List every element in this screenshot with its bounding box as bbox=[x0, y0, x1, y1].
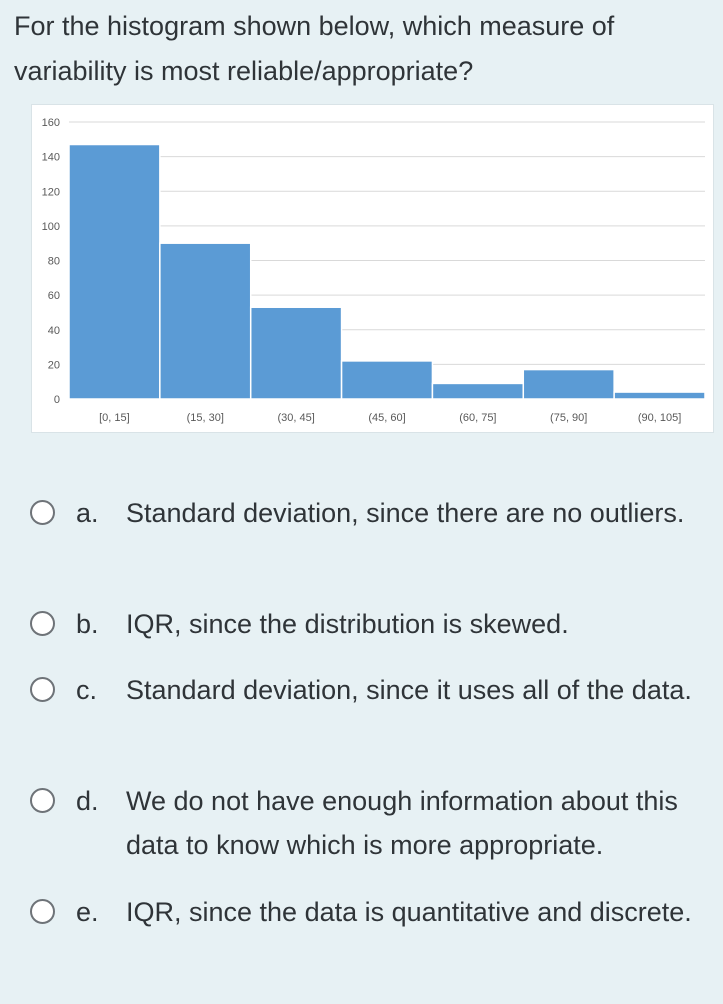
option-a-letter: a. bbox=[76, 498, 99, 528]
y-tick-label: 60 bbox=[48, 290, 60, 302]
option-b-text: IQR, since the distribution is skewed. bbox=[126, 609, 569, 639]
y-tick-label: 0 bbox=[54, 394, 60, 406]
y-tick-label: 120 bbox=[42, 186, 60, 198]
option-d-text: We do not have enough information about … bbox=[126, 786, 678, 860]
x-tick-label: (15, 30] bbox=[187, 412, 224, 424]
x-tick-label: (30, 45] bbox=[277, 412, 314, 424]
option-c-text: Standard deviation, since it uses all of… bbox=[126, 675, 692, 705]
x-tick-label: (45, 60] bbox=[368, 412, 405, 424]
y-tick-label: 40 bbox=[48, 325, 60, 337]
x-tick-label: (60, 75] bbox=[459, 412, 496, 424]
histogram-bar bbox=[68, 143, 161, 400]
y-tick-label: 80 bbox=[48, 256, 60, 268]
y-tick-label: 20 bbox=[48, 359, 60, 371]
question-text: For the histogram shown below, which mea… bbox=[14, 11, 615, 86]
y-tick-label: 160 bbox=[42, 117, 60, 129]
histogram-bar bbox=[249, 306, 343, 400]
option-d-letter: d. bbox=[76, 786, 99, 816]
histogram-bar bbox=[159, 242, 252, 400]
radio-button-c[interactable] bbox=[30, 677, 55, 702]
option-c-letter: c. bbox=[76, 675, 98, 705]
x-tick-label: (90, 105] bbox=[638, 412, 681, 424]
option-a-text: Standard deviation, since there are no o… bbox=[126, 498, 685, 528]
histogram-bar bbox=[431, 382, 525, 400]
radio-button-d[interactable] bbox=[30, 788, 55, 813]
histogram-bar bbox=[522, 368, 615, 400]
histogram-svg: 0 20 40 60 80 100 120 140 160 [0, 15] (15, 30] (30,… bbox=[42, 117, 706, 424]
y-tick-label: 100 bbox=[42, 221, 60, 233]
histogram-bar bbox=[340, 360, 434, 400]
x-tick-label: (75, 90] bbox=[550, 412, 587, 424]
radio-button-e[interactable] bbox=[30, 899, 55, 924]
histogram-bar bbox=[613, 391, 706, 400]
x-tick-label: [0, 15] bbox=[99, 412, 130, 424]
histogram-chart: 0 20 40 60 80 100 120 140 160 [0, 15] (15, 30] (30,… bbox=[31, 104, 714, 433]
option-e-letter: e. bbox=[76, 897, 99, 927]
radio-button-a[interactable] bbox=[30, 500, 55, 525]
radio-button-b[interactable] bbox=[30, 611, 55, 636]
option-b-letter: b. bbox=[76, 609, 99, 639]
y-tick-label: 140 bbox=[42, 152, 60, 164]
option-e-text: IQR, since the data is quantitative and … bbox=[126, 897, 692, 927]
